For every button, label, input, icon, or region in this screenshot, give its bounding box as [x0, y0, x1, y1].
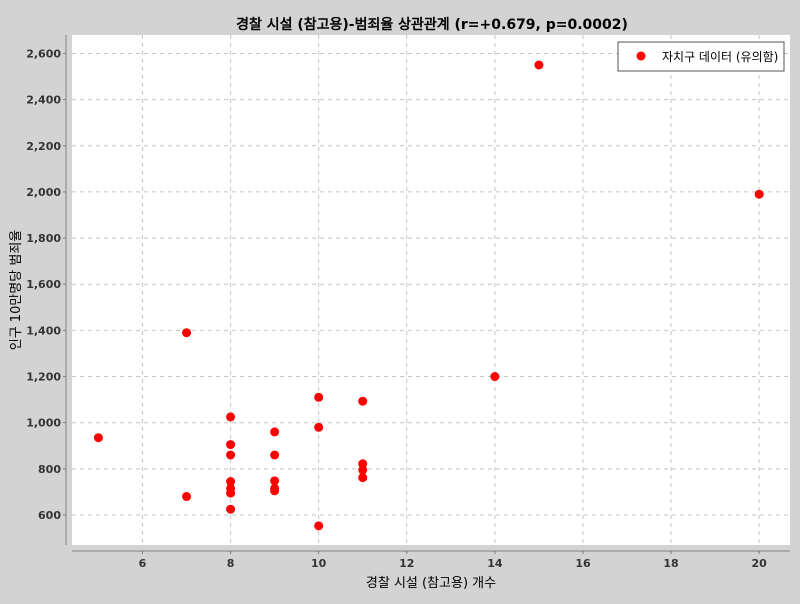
y-tick-label: 1,400: [26, 324, 61, 337]
tick-labels: 6 8 10 12 14 16 18 20 600 800 1,000 1,200 1,400 1,600…: [26, 47, 767, 570]
data-point: [270, 450, 280, 460]
data-point: [93, 433, 103, 443]
data-point: [490, 372, 500, 382]
x-tick-label: 18: [663, 557, 678, 570]
data-point: [358, 459, 368, 469]
data-points: [93, 60, 764, 531]
x-tick-label: 14: [487, 557, 503, 570]
x-tick-label: 16: [575, 557, 591, 570]
data-point: [270, 427, 280, 437]
data-point: [358, 396, 368, 406]
chart-title: 경찰 시설 (참고용)-범죄율 상관관계 (r=+0.679, p=0.0002…: [236, 16, 628, 33]
x-axis-title: 경찰 시설 (참고용) 개수: [366, 576, 496, 591]
data-point: [358, 473, 368, 483]
legend-label: 자치구 데이터 (유의함): [662, 50, 778, 64]
y-tick-label: 600: [38, 509, 61, 522]
data-point: [270, 486, 280, 496]
data-point: [314, 392, 324, 402]
data-point: [226, 488, 236, 498]
y-tick-label: 1,200: [26, 371, 61, 384]
data-point: [358, 465, 368, 475]
data-point: [314, 422, 324, 432]
data-point: [226, 440, 236, 450]
y-tick-label: 2,400: [26, 94, 61, 107]
data-point: [226, 450, 236, 460]
y-tick-label: 2,000: [26, 186, 61, 199]
legend-box: [617, 41, 785, 72]
data-point: [182, 328, 192, 338]
x-tick-label: 12: [399, 557, 414, 570]
data-point: [226, 504, 236, 514]
data-point: [270, 476, 280, 486]
y-tick-label: 800: [38, 463, 61, 476]
data-point: [754, 189, 764, 199]
legend: 자치구 데이터 (유의함): [617, 41, 785, 72]
data-point: [182, 492, 192, 502]
y-axis-title: 인구 10만명당 범죄율: [9, 230, 24, 351]
axes: [63, 35, 790, 554]
y-tick-label: 1,600: [26, 278, 61, 291]
y-tick-label: 1,000: [26, 417, 61, 430]
x-tick-label: 10: [311, 557, 327, 570]
legend-marker: [636, 51, 646, 61]
data-point: [226, 477, 236, 487]
data-point: [534, 60, 544, 70]
y-tick-label: 2,600: [26, 47, 61, 60]
x-tick-label: 20: [752, 557, 768, 570]
x-tick-label: 8: [227, 557, 235, 570]
data-point: [226, 412, 236, 422]
y-tick-label: 2,200: [26, 140, 61, 153]
plot-area: [72, 35, 790, 545]
data-point: [314, 521, 324, 531]
y-tick-label: 1,800: [26, 232, 61, 245]
grid-lines: [72, 35, 790, 545]
x-tick-label: 6: [139, 557, 147, 570]
